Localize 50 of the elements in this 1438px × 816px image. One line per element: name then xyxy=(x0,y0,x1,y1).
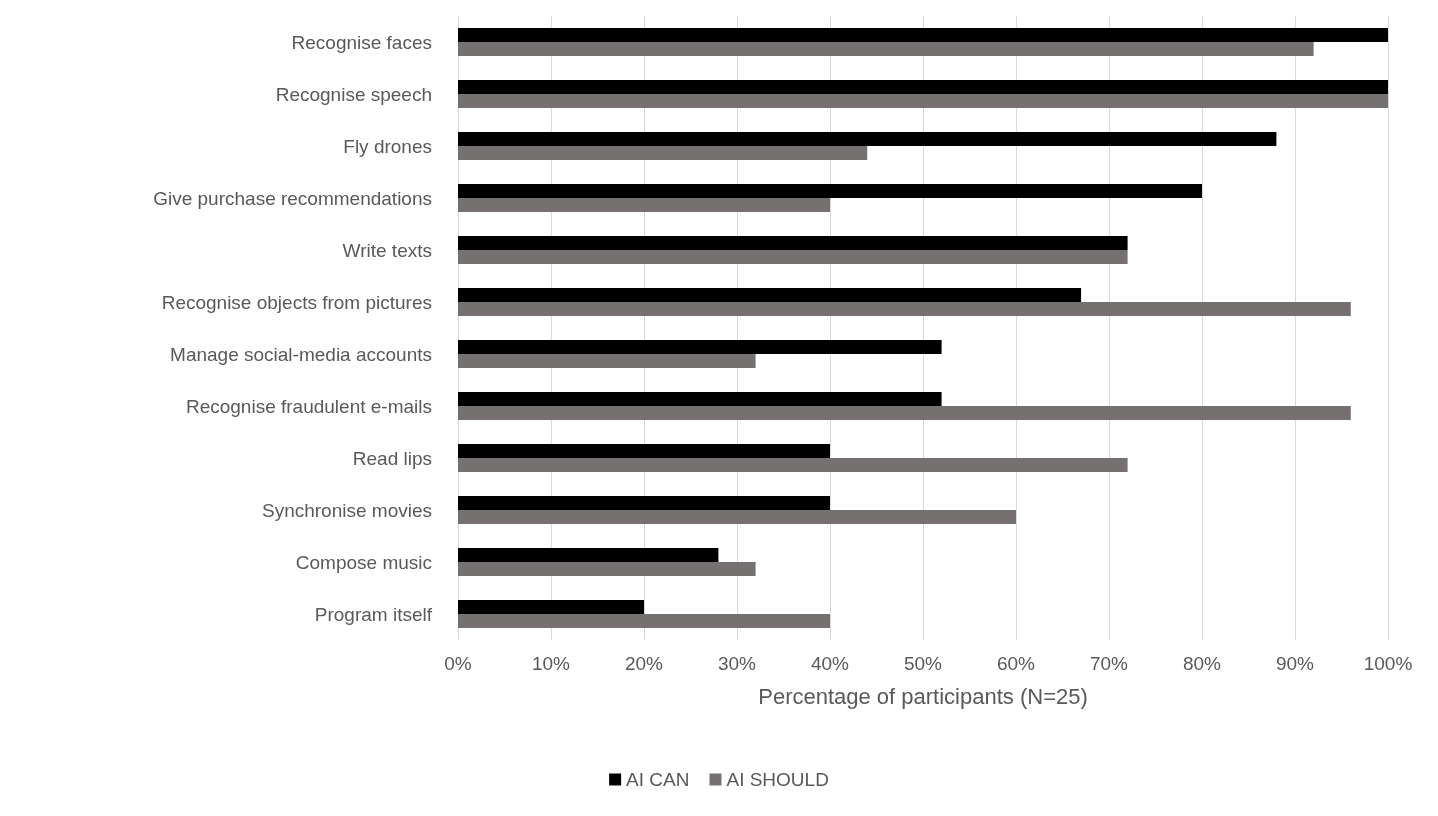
bar xyxy=(458,183,1202,198)
y-tick-label: Recognise speech xyxy=(275,83,432,105)
x-axis-title: Percentage of participants (N=25) xyxy=(758,683,1088,709)
y-tick-label: Recognise fraudulent e-mails xyxy=(185,395,432,417)
y-tick-label: Compose music xyxy=(295,551,432,573)
y-tick-label: Manage social-media accounts xyxy=(170,343,432,365)
x-tick-label: 10% xyxy=(531,653,571,674)
bar xyxy=(458,198,830,213)
bar xyxy=(458,599,644,614)
x-tick-label: 90% xyxy=(1275,653,1315,674)
bar xyxy=(458,79,1388,94)
x-tick-label: 70% xyxy=(1089,653,1129,674)
bar xyxy=(458,42,1314,57)
bar xyxy=(458,287,1082,302)
x-tick-label: 80% xyxy=(1182,653,1222,674)
bar xyxy=(458,406,1351,421)
x-tick-label: 60% xyxy=(996,653,1036,674)
x-tick-label: 30% xyxy=(717,653,757,674)
bar xyxy=(458,302,1351,317)
bar xyxy=(458,458,1128,473)
bar xyxy=(458,339,942,354)
bar xyxy=(458,146,868,161)
bar xyxy=(458,562,756,577)
bar xyxy=(458,614,830,629)
bar xyxy=(458,131,1277,146)
bar xyxy=(458,354,756,369)
bar xyxy=(458,250,1128,265)
y-tick-label: Recognise objects from pictures xyxy=(161,291,432,313)
y-tick-label: Give purchase recommendations xyxy=(153,187,432,209)
legend-label: AI CAN xyxy=(626,769,690,790)
y-tick-label: Recognise faces xyxy=(291,31,432,53)
x-tick-label: 100% xyxy=(1363,653,1413,674)
y-tick-label: Write texts xyxy=(342,239,432,261)
bar xyxy=(458,235,1128,250)
x-tick-label: 0% xyxy=(444,653,472,674)
x-tick-label: 20% xyxy=(624,653,664,674)
x-tick-label: 40% xyxy=(810,653,850,674)
y-tick-label: Fly drones xyxy=(343,135,432,157)
bar xyxy=(458,510,1016,525)
y-tick-label: Read lips xyxy=(352,447,432,469)
legend-label: AI SHOULD xyxy=(726,769,829,790)
y-tick-label: Synchronise movies xyxy=(261,499,432,521)
bar xyxy=(458,391,942,406)
bar xyxy=(458,495,830,510)
y-tick-label: Program itself xyxy=(314,603,433,625)
bar xyxy=(458,94,1388,109)
x-tick-label: 50% xyxy=(903,653,943,674)
bar xyxy=(458,443,830,458)
bar xyxy=(458,547,719,562)
bar xyxy=(458,27,1388,42)
